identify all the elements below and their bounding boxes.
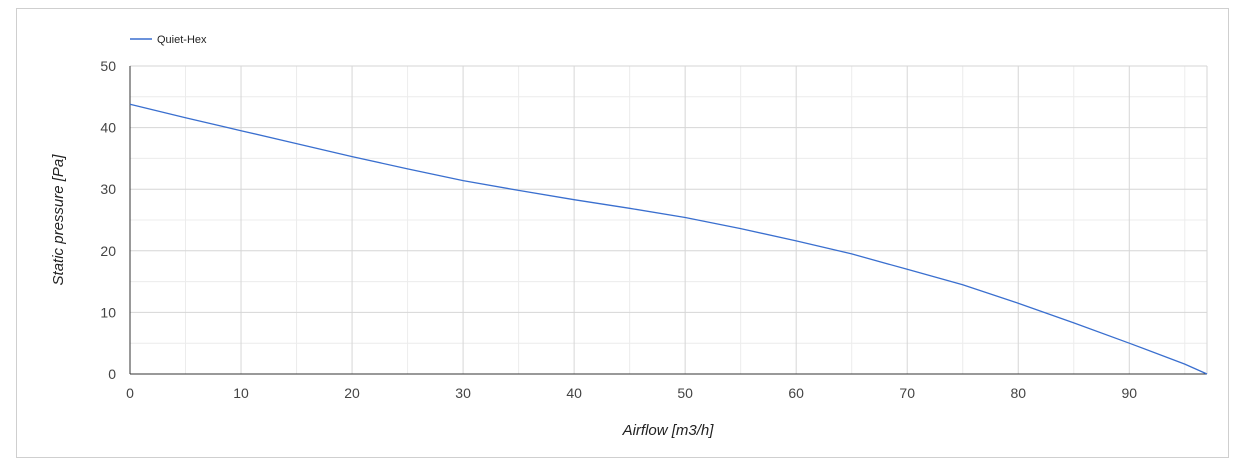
x-tick-label: 90 [1121, 385, 1137, 401]
y-tick-label: 20 [100, 243, 116, 259]
y-tick-labels: 0 10 20 30 40 50 [100, 58, 116, 382]
y-axis-title: Static pressure [Pa] [50, 154, 67, 286]
x-tick-label: 10 [233, 385, 249, 401]
y-tick-label: 30 [100, 181, 116, 197]
axes [129, 66, 1207, 375]
chart-frame [16, 8, 1229, 458]
y-tick-label: 10 [100, 304, 116, 320]
x-tick-label: 50 [677, 385, 693, 401]
x-tick-label: 30 [455, 385, 471, 401]
x-tick-label: 70 [899, 385, 915, 401]
y-tick-label: 0 [108, 366, 116, 382]
y-tick-label: 40 [100, 120, 116, 136]
x-tick-label: 0 [126, 385, 134, 401]
series-line-quiet-hex [129, 103, 1208, 375]
x-tick-label: 40 [566, 385, 582, 401]
y-tick-label: 50 [100, 58, 116, 74]
legend[interactable]: Quiet-Hex [130, 34, 207, 46]
x-tick-labels: 0 10 20 30 40 50 60 70 80 90 [126, 385, 1137, 401]
x-tick-label: 20 [344, 385, 360, 401]
major-gridlines [130, 65, 1208, 374]
x-tick-label: 80 [1010, 385, 1026, 401]
minor-gridlines [130, 66, 1207, 374]
series-layer [129, 103, 1208, 375]
legend-label-quiet-hex: Quiet-Hex [157, 34, 207, 46]
x-axis-title: Airflow [m3/h] [622, 422, 715, 439]
x-tick-label: 60 [788, 385, 804, 401]
